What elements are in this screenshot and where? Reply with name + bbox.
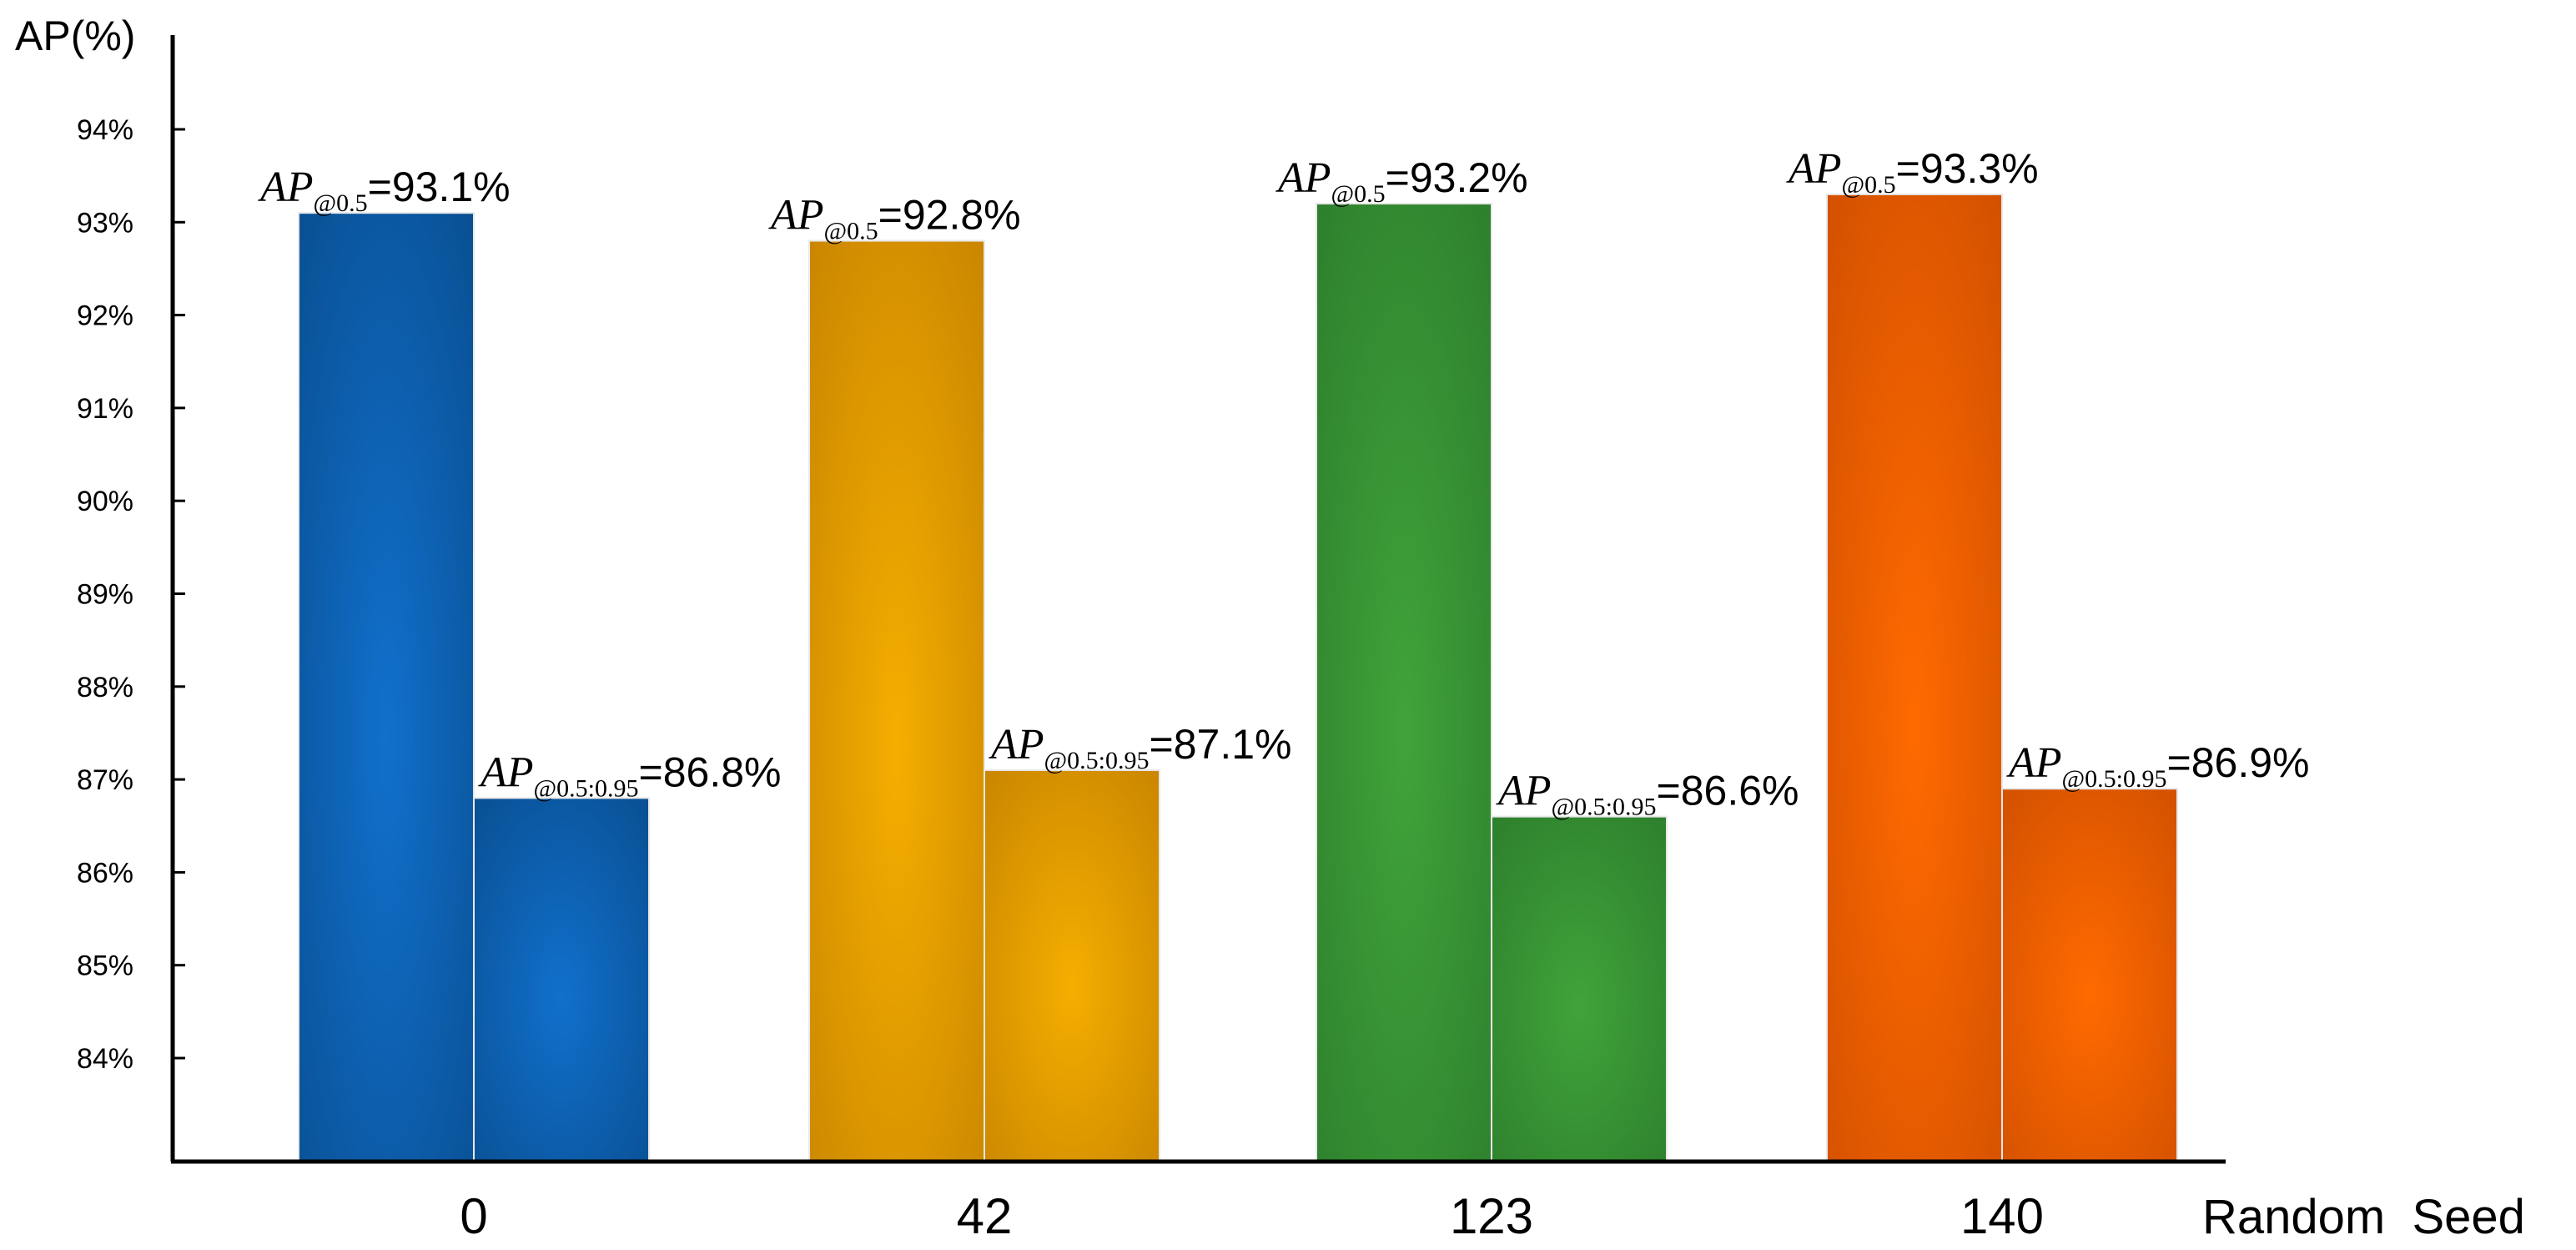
bar-ap50-seed-123 xyxy=(1316,203,1492,1162)
x-tick-label: 123 xyxy=(1450,1188,1533,1244)
y-tick-label: 89% xyxy=(77,579,133,611)
bar-ap50-95-seed-0 xyxy=(473,797,650,1162)
y-axis-title: AP(%) xyxy=(15,13,135,59)
y-tick-label: 85% xyxy=(77,950,133,982)
y-tick-label: 94% xyxy=(77,114,133,146)
bar-ap50-seed-42 xyxy=(808,239,985,1162)
value-labels: AP@0.5=93.1% AP@0.5:0.95=86.8% AP@0.5=92.8… xyxy=(258,145,2309,821)
value-label: AP@0.5:0.95=86.6% xyxy=(1496,768,1799,821)
x-tick-label: 42 xyxy=(957,1188,1013,1244)
value-label: AP@0.5=93.2% xyxy=(1275,154,1528,208)
value-label: AP@0.5=93.3% xyxy=(1786,145,2039,199)
y-tick-label: 93% xyxy=(77,207,133,239)
bar-ap50-seed-140 xyxy=(1826,193,2003,1162)
value-label: AP@0.5:0.95=87.1% xyxy=(989,721,1291,774)
bar-ap50-95-seed-42 xyxy=(984,769,1160,1162)
value-label: AP@0.5=92.8% xyxy=(768,192,1021,245)
value-label: AP@0.5:0.95=86.9% xyxy=(2006,739,2309,793)
bar-ap50-95-seed-140 xyxy=(2001,788,2178,1162)
bar-ap50-95-seed-123 xyxy=(1491,815,1668,1162)
y-tick-label: 92% xyxy=(77,300,133,332)
y-tick-label: 86% xyxy=(77,857,133,889)
bar-ap50-seed-0 xyxy=(298,212,475,1162)
bars xyxy=(298,193,2178,1162)
y-tick-label: 91% xyxy=(77,393,133,425)
y-tick-label: 88% xyxy=(77,672,133,703)
value-label: AP@0.5:0.95=86.8% xyxy=(478,748,781,802)
x-axis-ticks: 0 42 123 140 xyxy=(460,1188,2044,1244)
x-tick-label: 140 xyxy=(1960,1188,2044,1244)
x-tick-label: 0 xyxy=(460,1188,487,1244)
value-label: AP@0.5=93.1% xyxy=(258,164,511,217)
y-axis-ticks: 84% 85% 86% 87% 88% 89% 90% 91% 92% 93% 94% xyxy=(77,114,185,1075)
x-axis-title: Random Seed xyxy=(2202,1190,2525,1244)
y-tick-label: 84% xyxy=(77,1043,133,1075)
y-tick-label: 90% xyxy=(77,486,133,517)
y-tick-label: 87% xyxy=(77,764,133,796)
